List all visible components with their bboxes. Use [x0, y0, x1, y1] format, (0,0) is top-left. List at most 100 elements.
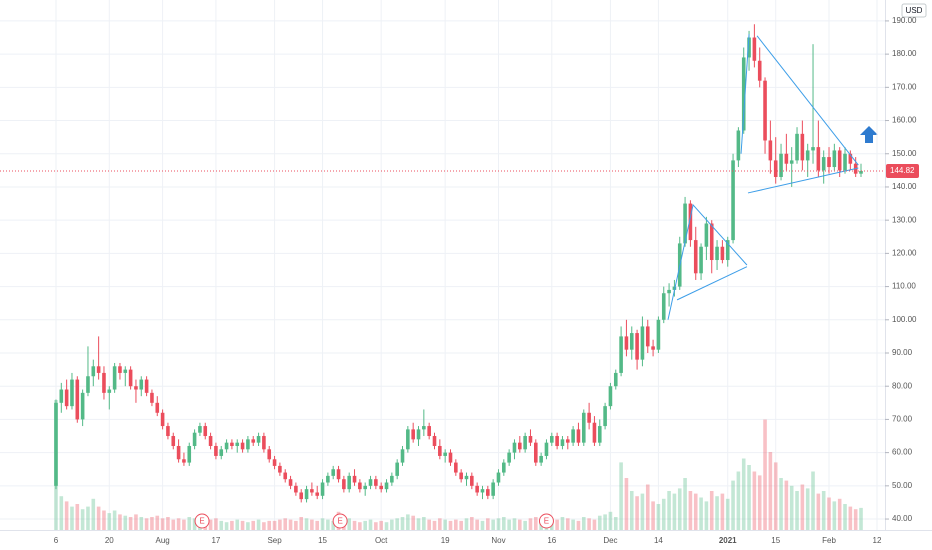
candle-body [198, 426, 202, 433]
volume-bar [384, 522, 389, 530]
candle-body [171, 436, 176, 446]
candle-body [741, 57, 746, 131]
candle-body [480, 489, 485, 493]
candle-body [608, 386, 613, 407]
candle-body [613, 372, 618, 387]
volume-bar [688, 491, 693, 530]
volume-bar [699, 497, 703, 530]
volume-bar [507, 519, 511, 530]
volume-bar [821, 491, 826, 530]
candle-body [454, 462, 458, 473]
y-tick-label: 150.00 [892, 149, 917, 158]
candle-body [683, 203, 687, 244]
candle-body [411, 429, 415, 440]
volume-bar [432, 520, 437, 530]
candle-body [235, 442, 240, 446]
volume-bar [224, 522, 229, 530]
volume-bar [310, 519, 314, 530]
x-tick-label: Dec [603, 536, 617, 545]
volume-bar [725, 498, 730, 530]
candle-body [827, 157, 831, 168]
volume-bar [480, 520, 485, 530]
volume-bar [624, 478, 629, 530]
x-tick-label: 6 [54, 536, 59, 545]
candle-body [837, 150, 842, 171]
candle-body [773, 160, 778, 177]
candle-body [80, 392, 85, 420]
volume-bar [464, 518, 469, 530]
last-price-label: 144.82 [890, 166, 915, 175]
candle-body [715, 246, 719, 261]
volume-bar [656, 504, 661, 530]
volume-bar [459, 520, 463, 530]
volume-bar [603, 514, 607, 530]
candle-body [75, 379, 80, 420]
volume-bar [102, 510, 106, 530]
volume-bar [848, 506, 853, 530]
candle-body [763, 80, 767, 141]
y-tick-label: 190.00 [892, 16, 917, 25]
volume-bar [299, 517, 304, 530]
volume-bar [208, 519, 213, 530]
volume-bar [773, 462, 778, 530]
candle-body [96, 366, 101, 373]
volume-bar [368, 519, 373, 530]
volume-bar [363, 520, 367, 530]
volume-bar [219, 520, 224, 530]
candle-body [459, 472, 463, 480]
candle-body [635, 333, 639, 360]
volume-bar [64, 501, 69, 530]
candle-body [624, 336, 629, 350]
candle-body [320, 482, 325, 496]
candle-body [640, 326, 645, 360]
candle-body [502, 462, 506, 473]
candle-body [779, 153, 783, 177]
candle-body [246, 439, 250, 450]
candle-body [256, 436, 261, 443]
candle-body [720, 246, 725, 261]
volume-bar [528, 518, 533, 530]
x-tick-label: 15 [771, 536, 780, 545]
volume-bar [741, 458, 746, 530]
y-tick-label: 140.00 [892, 182, 917, 191]
volume-bar [523, 520, 527, 530]
candle-body [64, 389, 69, 407]
volume-bar [843, 504, 847, 530]
volume-bar [667, 491, 671, 530]
candle-body [757, 60, 762, 81]
volume-bar [128, 517, 133, 530]
candle-body [134, 386, 138, 390]
candle-body [661, 293, 666, 320]
volume-bar [278, 519, 282, 530]
volume-bar [347, 518, 352, 530]
volume-bar [267, 520, 272, 530]
x-tick-label: 16 [547, 536, 556, 545]
volume-bar [150, 517, 154, 530]
volume-bar [160, 518, 165, 530]
volume-bar [315, 520, 320, 530]
y-tick-label: 70.00 [892, 415, 913, 424]
candle-body [278, 465, 282, 473]
candle-body [549, 436, 554, 443]
y-tick-label: 110.00 [892, 282, 916, 291]
volume-bar [709, 491, 714, 530]
candle-body [182, 459, 186, 463]
volume-bar [811, 471, 815, 530]
candle-body [203, 426, 208, 437]
candle-body [230, 442, 234, 446]
volume-bar [123, 515, 128, 530]
candle-body [592, 422, 597, 443]
candle-body [555, 436, 559, 446]
x-tick-label: Nov [491, 536, 505, 545]
candle-body [533, 442, 538, 463]
candle-body [118, 366, 122, 373]
candle-body [352, 475, 357, 483]
candle-body [416, 429, 421, 440]
candle-body [70, 379, 74, 407]
y-tick-label: 120.00 [892, 248, 917, 257]
candle-body [693, 240, 698, 274]
volume-bar [800, 484, 805, 530]
candle-body [629, 333, 634, 350]
x-tick-label: 19 [441, 536, 450, 545]
